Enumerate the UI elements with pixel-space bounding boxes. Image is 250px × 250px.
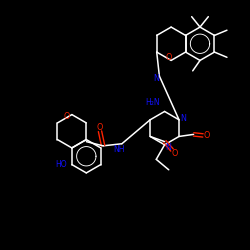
Text: NH: NH — [113, 146, 124, 154]
Text: H₂N: H₂N — [145, 98, 160, 106]
Text: O: O — [204, 131, 210, 140]
Text: O: O — [97, 122, 103, 132]
Text: HO: HO — [55, 160, 67, 169]
Text: O: O — [64, 112, 70, 121]
Text: O: O — [172, 148, 178, 158]
Text: N: N — [180, 114, 186, 123]
Text: O: O — [166, 53, 172, 62]
Text: N: N — [153, 74, 159, 82]
Text: N: N — [165, 144, 171, 152]
